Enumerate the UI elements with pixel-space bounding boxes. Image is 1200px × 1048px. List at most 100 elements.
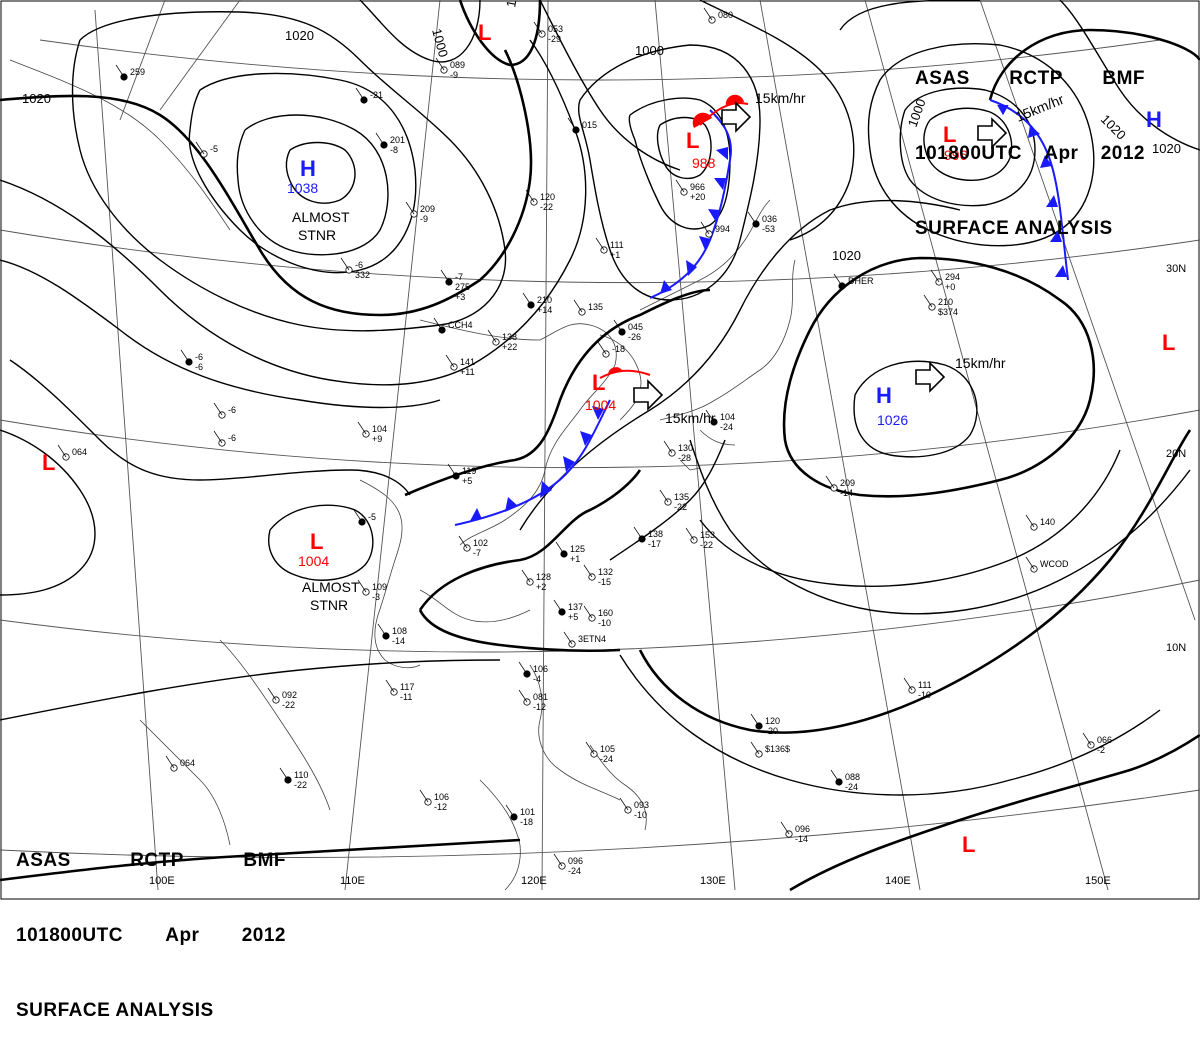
station-plot: 104+9 (357, 421, 387, 444)
station-value: CCH4 (448, 320, 473, 330)
wind-barb (747, 211, 757, 225)
wind-barb (597, 341, 607, 355)
station-value: -11 (400, 692, 412, 702)
wind-barb (267, 687, 277, 701)
lat-labels: 30N 20N 10N (1166, 263, 1186, 654)
isobar-label: 1020 (285, 28, 314, 43)
station-value: 128 (536, 572, 551, 582)
station-value: -6 (195, 352, 203, 362)
station-plot: 096-24 (553, 853, 583, 876)
wind-barb (830, 769, 840, 783)
lon-labels: 100E 110E 120E 130E 140E 150E (149, 875, 1111, 887)
wind-barb (583, 605, 593, 619)
header-code: BMF (243, 850, 286, 871)
surface-analysis-map: 1020 1020 1000 1000 1000 1020 1000 1020 … (0, 0, 1200, 900)
station-plot: 153-22 (685, 527, 715, 550)
wind-barb (705, 409, 715, 423)
station-value: -10 (918, 690, 931, 700)
station-value: -22 (294, 780, 307, 790)
station-value: -5 (210, 144, 218, 154)
isobar-label: 1000 (635, 43, 664, 58)
station-value: 120 (765, 716, 780, 726)
station-value: WCOD (1040, 559, 1069, 569)
header-region: ASAS (16, 850, 71, 871)
coastlines (9, 59, 796, 891)
station-plot: 966+20 (675, 179, 705, 202)
station-plot: 092-22 (267, 687, 297, 710)
station-value: +9 (372, 434, 382, 444)
isobars-thick (0, 0, 1200, 892)
isobars-thin (0, 0, 1200, 796)
wind-barb (1082, 732, 1092, 746)
wind-barb (440, 269, 450, 283)
isobar-label: 1000 (429, 27, 451, 59)
station-value: -28 (678, 453, 691, 463)
station-value: -9 (420, 214, 428, 224)
station-plot: 066-2 (1082, 732, 1112, 755)
station-value: -18 (612, 344, 625, 354)
station-value: 3ETN4 (578, 634, 606, 644)
cold-front-3 (989, 99, 1069, 281)
station-value: -7 (473, 548, 481, 558)
wind-barb (165, 755, 175, 769)
station-plot: 994 (700, 221, 730, 238)
station-value: 160 (598, 608, 613, 618)
wind-barb (357, 421, 367, 435)
center-value: 1004 (298, 553, 329, 569)
wind-barb (213, 402, 223, 416)
station-plot: 106-4 (518, 661, 548, 684)
wind-barb (375, 132, 385, 146)
station-value: 053 (548, 24, 563, 34)
wind-barb (553, 599, 563, 613)
wind-barb (825, 475, 835, 489)
station-value: 089 (450, 60, 465, 70)
station-plot: 140 (1025, 514, 1055, 531)
station-plot: 3ETN4 (563, 631, 606, 648)
station-value: 130 (678, 443, 693, 453)
header-time: 101800UTC (915, 143, 1022, 164)
wind-barb (385, 679, 395, 693)
station-plot: -6 (213, 402, 236, 419)
station-value: 092 (282, 690, 297, 700)
lat-label: 10N (1166, 642, 1186, 654)
center-letter: H (876, 383, 892, 408)
station-value: 294 (945, 272, 960, 282)
wind-barb (930, 269, 940, 283)
station-plot: WCOD (1025, 556, 1069, 573)
header-code: BMF (1102, 68, 1145, 89)
station-value: 102 (473, 538, 488, 548)
lat-label: 30N (1166, 263, 1186, 275)
wind-barb (583, 564, 593, 578)
station-value: 088 (845, 772, 860, 782)
station-value: $374 (938, 307, 958, 317)
station-plot: 125+1 (555, 541, 585, 564)
station-value: 080 (718, 10, 733, 20)
wind-barb (447, 463, 457, 477)
center-note: ALMOST (302, 579, 360, 595)
low-center-east: L (1162, 330, 1175, 355)
header-month: Apr (165, 925, 200, 946)
header-title: SURFACE ANALYSIS (16, 1000, 214, 1021)
center-note: STNR (298, 227, 336, 243)
wind-barb (340, 257, 350, 271)
wind-barb (458, 535, 468, 549)
station-value: -22 (282, 700, 295, 710)
wind-barb (700, 221, 710, 235)
isobar-labels: 1020 1020 1000 1000 1000 1020 1000 1020 … (22, 0, 1181, 263)
station-value: $136$ (765, 744, 790, 754)
wind-barb (357, 579, 367, 593)
station-value: 064 (180, 758, 195, 768)
station-plot: 088-24 (830, 769, 860, 792)
lon-label: 150E (1085, 875, 1111, 887)
station-plot: 108-14 (377, 623, 407, 646)
wind-barb (445, 354, 455, 368)
station-value: +14 (537, 305, 552, 315)
wind-barb (213, 430, 223, 444)
station-value: +1 (570, 554, 580, 564)
station-value: +3 (455, 292, 465, 302)
motion-label: 15km/hr (755, 90, 806, 106)
station-value: -24 (720, 422, 733, 432)
wind-barb (279, 767, 289, 781)
station-value: 275 (455, 282, 470, 292)
